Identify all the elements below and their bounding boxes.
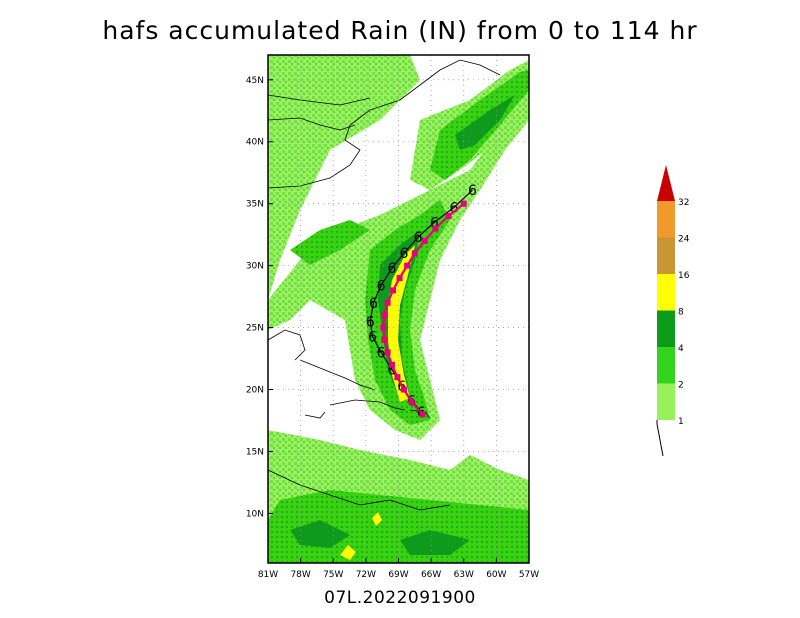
track-point-marker — [404, 262, 411, 269]
track-point-marker — [411, 250, 418, 257]
colorbar-box — [657, 347, 675, 384]
colorbar-box — [657, 274, 675, 311]
track-point-marker — [384, 299, 391, 306]
lon-tick-label: 63W — [454, 570, 474, 580]
colorbar-box — [657, 237, 675, 274]
track-point-marker — [381, 312, 388, 319]
track-point-marker — [419, 411, 426, 418]
storm-cycle-label: 07L.2022091900 — [324, 588, 476, 608]
track-point-marker — [390, 287, 397, 294]
track-point-marker — [380, 324, 387, 331]
hurricane-symbol: 6 — [377, 278, 386, 294]
chart-title: hafs accumulated Rain (IN) from 0 to 114… — [102, 16, 698, 45]
colorbar-box — [657, 310, 675, 347]
colorbar-label: 2 — [678, 381, 684, 391]
track-point-marker — [388, 361, 395, 368]
latitude-ticks: 10N 15N 20N 25N 30N 35N 40N 45N — [246, 76, 273, 519]
lon-tick-label: 66W — [421, 570, 441, 580]
longitude-ticks: 81W 78W 75W 72W 69W 66W 63W 60W 57W — [258, 558, 539, 580]
colorbar-label: 32 — [678, 198, 689, 208]
track-point-marker — [396, 275, 403, 282]
track-point-marker — [384, 349, 391, 356]
lat-tick-label: 15N — [246, 447, 264, 457]
colorbar-label: 8 — [678, 308, 684, 318]
hurricane-symbol: 6 — [388, 363, 397, 379]
track-point-marker — [460, 200, 467, 207]
colorbar-label: 4 — [678, 344, 684, 354]
track-point-marker — [445, 213, 452, 220]
track-point-marker — [408, 398, 415, 405]
colorbar-tail — [656, 420, 664, 457]
lon-tick-label: 57W — [519, 570, 539, 580]
lat-tick-label: 45N — [246, 76, 264, 86]
hurricane-symbol: 6 — [450, 200, 459, 216]
hurricane-symbol: 6 — [369, 296, 378, 312]
lon-tick-label: 72W — [356, 570, 376, 580]
lat-tick-label: 30N — [246, 262, 264, 272]
lat-tick-label: 25N — [246, 324, 264, 334]
hurricane-symbol: 6 — [468, 183, 477, 199]
graticule — [268, 55, 529, 563]
colorbar-cap — [657, 165, 675, 201]
lat-tick-label: 40N — [246, 138, 264, 148]
lon-tick-label: 81W — [258, 570, 278, 580]
lon-tick-label: 60W — [486, 570, 506, 580]
hurricane-symbol: 6 — [388, 261, 397, 277]
colorbar-label: 1 — [678, 417, 684, 427]
lat-tick-label: 20N — [246, 386, 264, 396]
track-point-marker — [394, 374, 401, 381]
colorbar-box — [657, 201, 675, 238]
observed-track-markers — [380, 200, 467, 418]
hurricane-symbol: 6 — [377, 345, 386, 361]
hurricane-symbol: 6 — [414, 230, 423, 246]
lon-tick-label: 75W — [323, 570, 343, 580]
hurricane-symbol: 6 — [366, 314, 375, 330]
track-point-marker — [400, 386, 407, 393]
track-point-marker — [381, 336, 388, 343]
lon-tick-label: 78W — [290, 570, 310, 580]
colorbar-label: 24 — [678, 235, 690, 245]
track-point-marker — [421, 237, 428, 244]
colorbar-label: 16 — [678, 271, 690, 281]
track-point-marker — [432, 225, 439, 232]
hurricane-symbol: 6 — [399, 246, 408, 262]
map-layers: 666666666666666 — [268, 55, 529, 563]
lat-tick-label: 10N — [246, 509, 264, 519]
lat-tick-label: 35N — [246, 200, 264, 210]
colorbar-box — [657, 383, 675, 420]
hurricane-symbol: 6 — [430, 215, 439, 231]
hurricane-symbol: 6 — [368, 329, 377, 345]
lon-tick-label: 69W — [388, 570, 408, 580]
